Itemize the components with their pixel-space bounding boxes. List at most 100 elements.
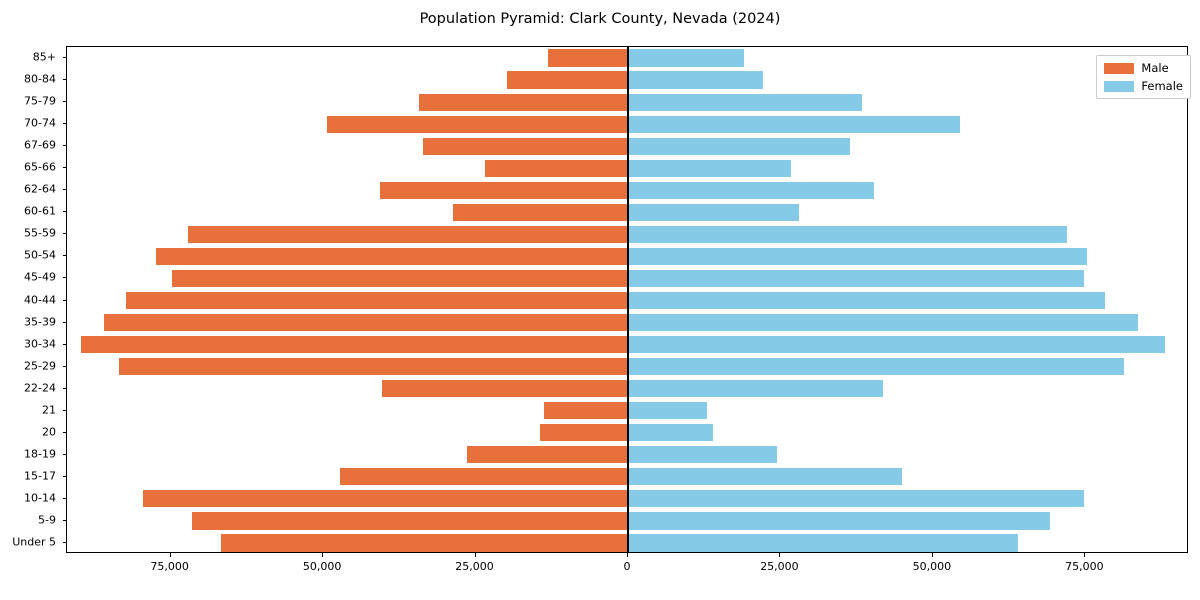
legend-entry-female[interactable]: Female xyxy=(1104,79,1183,93)
x-tick-label-2: 25,000 xyxy=(455,560,494,573)
y-tick-mark xyxy=(62,233,66,235)
bar-female xyxy=(628,71,764,89)
x-tick-mark xyxy=(1084,553,1086,557)
bar-male xyxy=(143,490,628,508)
y-tick-label-10-14: 10-14 xyxy=(24,491,56,505)
y-tick-label-80-84: 80-84 xyxy=(24,72,56,86)
legend-label-female: Female xyxy=(1141,79,1183,93)
y-tick-mark xyxy=(62,189,66,191)
bar-female xyxy=(628,313,1138,332)
y-tick-mark xyxy=(62,387,66,389)
bar-male xyxy=(418,93,628,111)
bar-male xyxy=(543,402,628,420)
pyramid-row xyxy=(67,49,1187,67)
bar-male xyxy=(192,512,628,530)
y-tick-mark xyxy=(62,255,66,257)
y-tick-label-18-19: 18-19 xyxy=(24,447,56,461)
y-tick-mark xyxy=(62,431,66,433)
bar-male xyxy=(220,534,628,552)
pyramid-row xyxy=(67,71,1187,89)
bar-male xyxy=(485,159,628,177)
x-tick-label-3: 0 xyxy=(623,560,631,573)
y-tick-mark xyxy=(62,365,66,367)
pyramid-row xyxy=(67,512,1187,530)
y-tick-mark xyxy=(62,343,66,345)
plot-area xyxy=(66,46,1188,553)
bar-female xyxy=(628,380,883,398)
bars-layer xyxy=(67,47,1187,552)
y-tick-mark xyxy=(62,541,66,543)
bar-male xyxy=(452,203,628,221)
bar-female xyxy=(628,490,1085,508)
bar-female xyxy=(628,358,1124,376)
pyramid-row xyxy=(67,115,1187,133)
x-tick-mark xyxy=(322,553,324,557)
bar-male xyxy=(327,115,628,133)
bar-female xyxy=(628,247,1087,265)
x-tick-mark xyxy=(474,553,476,557)
bar-female xyxy=(628,269,1084,288)
y-tick-mark xyxy=(62,123,66,125)
x-tick-label-4: 25,000 xyxy=(760,560,799,573)
bar-male xyxy=(81,335,628,354)
pyramid-row xyxy=(67,446,1187,464)
y-tick-mark xyxy=(62,321,66,323)
legend-label-male: Male xyxy=(1141,61,1169,75)
bar-male xyxy=(507,71,628,89)
bar-female xyxy=(628,203,799,221)
y-tick-label-65-66: 65-66 xyxy=(24,160,56,174)
pyramid-row xyxy=(67,159,1187,177)
page-title: Population Pyramid: Clark County, Nevada… xyxy=(419,11,781,27)
pyramid-row xyxy=(67,335,1187,354)
pyramid-row xyxy=(67,137,1187,155)
x-tick-mark xyxy=(627,553,628,557)
pyramid-row xyxy=(67,358,1187,376)
bar-male xyxy=(187,225,628,243)
bar-male xyxy=(103,313,628,332)
y-tick-label-21: 21 xyxy=(42,403,56,417)
bar-male xyxy=(548,49,628,67)
y-tick-label-15-17: 15-17 xyxy=(24,469,56,483)
x-tick-label-0: 75,000 xyxy=(150,560,189,573)
pyramid-row xyxy=(67,424,1187,442)
y-tick-label-5-9: 5-9 xyxy=(38,513,56,527)
y-tick-label-40-44: 40-44 xyxy=(24,293,56,306)
y-tick-label-67-69: 67-69 xyxy=(24,138,56,152)
y-tick-mark xyxy=(62,211,66,213)
bar-male xyxy=(171,269,628,288)
legend-entry-male[interactable]: Male xyxy=(1104,61,1183,75)
pyramid-row xyxy=(67,468,1187,486)
y-tick-mark xyxy=(62,299,66,301)
y-tick-label-62-64: 62-64 xyxy=(24,182,56,196)
bar-female xyxy=(628,93,862,111)
y-tick-label-35-39: 35-39 xyxy=(24,315,56,329)
y-tick-mark xyxy=(62,453,66,455)
bar-female xyxy=(628,446,778,464)
y-tick-label-60-61: 60-61 xyxy=(24,204,56,218)
pyramid-row xyxy=(67,380,1187,398)
bar-female xyxy=(628,181,875,199)
bar-female xyxy=(628,335,1166,354)
y-tick-label-85-: 85+ xyxy=(32,50,56,64)
x-tick-mark xyxy=(931,553,933,557)
y-axis: 85+ 80-84 75-79 70-74 67-69 65-66 62-64 60-61 55… xyxy=(0,46,66,553)
bar-male xyxy=(156,247,628,265)
bar-male xyxy=(118,358,628,376)
y-tick-mark xyxy=(62,277,66,279)
y-tick-label-55-59: 55-59 xyxy=(24,226,56,240)
legend-swatch-female xyxy=(1104,80,1135,92)
pyramid-row xyxy=(67,291,1187,310)
pyramid-row xyxy=(67,203,1187,221)
x-tick-mark xyxy=(169,553,171,557)
bar-female xyxy=(628,159,792,177)
x-tick-label-1: 50,000 xyxy=(302,560,342,573)
y-tick-mark xyxy=(62,475,66,477)
bar-female xyxy=(628,115,961,133)
y-tick-label-70-74: 70-74 xyxy=(24,116,56,130)
zero-axis-line xyxy=(627,47,629,552)
bar-male xyxy=(381,380,628,398)
chart-legend: Male Female xyxy=(1096,55,1191,99)
bar-male xyxy=(539,424,628,442)
y-tick-mark xyxy=(62,145,66,147)
